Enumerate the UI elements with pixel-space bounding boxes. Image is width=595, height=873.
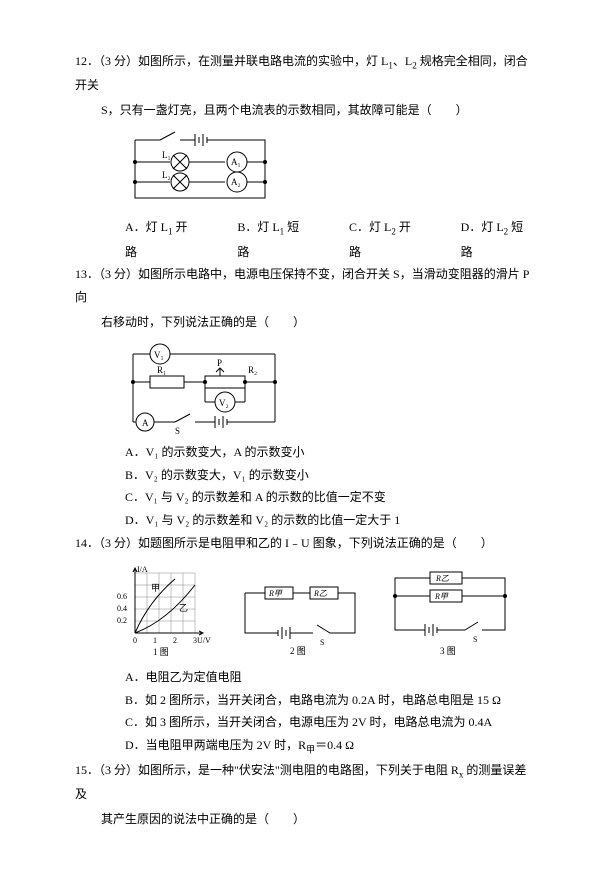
- q14-graph: 0.2 0.4 0.6 0 1 2 3 I/A U/V 甲 乙 1 图: [115, 563, 215, 658]
- svg-text:0: 0: [133, 636, 137, 645]
- q13-line2: 右移动时，下列说法正确的是（ ）: [75, 311, 535, 334]
- svg-text:R甲: R甲: [434, 592, 449, 601]
- svg-text:2 图: 2 图: [290, 646, 306, 656]
- q13-d-v2: V₂: [219, 398, 229, 408]
- q14-num: 14．: [75, 536, 99, 550]
- svg-text:R乙: R乙: [313, 589, 327, 598]
- q14-figures: 0.2 0.4 0.6 0 1 2 3 I/A U/V 甲 乙 1 图: [115, 563, 535, 658]
- q14-circuit3: R乙 R甲 S 3 图: [385, 568, 515, 658]
- q12-stem: 12．（3 分）如图所示，在测量并联电路电流的实验中，灯 L1、L2 规格完全相…: [75, 50, 535, 97]
- q12-pts: （3 分）: [99, 54, 138, 68]
- q15-line2: 其产生原因的说法中正确的是（ ）: [75, 808, 535, 831]
- svg-text:甲: 甲: [151, 583, 160, 593]
- q13-d-p: P: [217, 358, 222, 368]
- svg-text:I/A: I/A: [137, 565, 148, 574]
- svg-text:R甲: R甲: [268, 589, 283, 598]
- q13-optA: A．V₁ 的示数变大，A 的示数变小: [125, 441, 535, 464]
- q14-stem: 14．（3 分）如题图所示是电阻甲和乙的 I﹣U 图象，下列说法正确的是（ ）: [75, 532, 535, 555]
- q12-optB: B．灯 L1 短路: [237, 216, 311, 263]
- svg-text:0.4: 0.4: [117, 604, 127, 613]
- q14-optA: A．电阻乙为定值电阻: [125, 666, 535, 689]
- q13-stem: 13．（3 分）如图所示电路中，电源电压保持不变，闭合开关 S，当滑动变阻器的滑…: [75, 263, 535, 309]
- q13-d-v1: V₁: [154, 350, 164, 360]
- q13-options: A．V₁ 的示数变大，A 的示数变小 B．V₂ 的示数变大，V₁ 的示数变小 C…: [75, 441, 535, 532]
- q13-optD: D．V₁ 与 V₂ 的示数差和 V₂ 的示数的比值一定大于 1: [125, 509, 535, 532]
- q12-num: 12．: [75, 54, 99, 68]
- svg-text:3 图: 3 图: [440, 646, 456, 656]
- q12-text-a: 如图所示，在测量并联电路电流的实验中，灯 L: [138, 54, 388, 68]
- svg-text:R乙: R乙: [435, 574, 449, 583]
- svg-text:S: S: [320, 638, 324, 647]
- q12-options: A．灯 L1 开路 B．灯 L1 短路 C．灯 L2 开路 D．灯 L2 短路: [75, 216, 535, 263]
- q13-d-r1: R₁: [157, 365, 166, 375]
- q12-d-a1: A₁: [231, 157, 241, 167]
- q14-pts: （3 分）: [99, 536, 138, 550]
- q12-d-a2: A₂: [231, 177, 241, 187]
- q14-optC: C．如 3 图所示，当开关闭合，电源电压为 2V 时，电路总电流为 0.4A: [125, 711, 535, 734]
- svg-text:0.6: 0.6: [117, 592, 127, 601]
- q12-optA: A．灯 L1 开路: [125, 216, 199, 263]
- q12-diagram: L₁ L₂ A₁ A₂: [125, 128, 535, 210]
- q14-optB: B．如 2 图所示，当开关闭合，电路电流为 0.2A 时，电路总电阻是 15 Ω: [125, 689, 535, 712]
- svg-text:1 图: 1 图: [153, 647, 169, 657]
- q13-num: 13．: [75, 267, 99, 281]
- q13-diagram: V₁ V₂ R₁ R₂ P A S: [125, 340, 535, 435]
- q13-optC: C．V₁ 与 V₂ 的示数差和 A 的示数的比值一定不变: [125, 486, 535, 509]
- q12-line2: S，只有一盏灯亮，且两个电流表的示数相同，其故障可能是（ ）: [75, 99, 535, 122]
- q12-d-l1: L₁: [162, 150, 171, 160]
- q15-num: 15．: [75, 763, 99, 777]
- q13-optB: B．V₂ 的示数变大，V₁ 的示数变小: [125, 464, 535, 487]
- svg-text:2: 2: [173, 636, 177, 645]
- q14-text-a: 如题图所示是电阻甲和乙的 I﹣U 图象，下列说法正确的是（ ）: [138, 536, 493, 550]
- q14-options: A．电阻乙为定值电阻 B．如 2 图所示，当开关闭合，电路电流为 0.2A 时，…: [75, 666, 535, 759]
- svg-text:1: 1: [153, 636, 157, 645]
- q13-d-s: S: [175, 426, 180, 435]
- q13-pts: （3 分）: [99, 267, 138, 281]
- q14-optD: D．当电阻甲两端电压为 2V 时，R甲＝0.4 Ω: [125, 734, 535, 758]
- q15-stem: 15．（3 分）如图所示，是一种"伏安法"测电阻的电路图，下列关于电阻 Rx 的…: [75, 759, 535, 806]
- q15-pts: （3 分）: [99, 763, 138, 777]
- svg-text:乙: 乙: [179, 603, 188, 613]
- q12-optC: C．灯 L2 开路: [349, 216, 423, 263]
- q12-mid1: 、L: [393, 54, 412, 68]
- q14-circuit2: R甲 R乙 S 2 图: [235, 578, 365, 658]
- q13-text-a: 如图所示电路中，电源电压保持不变，闭合开关 S，当滑动变阻器的滑片 P 向: [75, 267, 529, 304]
- q12-d-l2: L₂: [162, 170, 171, 180]
- svg-text:0.2: 0.2: [117, 616, 127, 625]
- q13-d-r2: R₂: [248, 365, 257, 375]
- q13-d-a: A: [142, 418, 149, 428]
- svg-text:S: S: [473, 635, 477, 644]
- q15-text-a: 如图所示，是一种"伏安法"测电阻的电路图，下列关于电阻 R: [138, 763, 459, 777]
- svg-text:U/V: U/V: [197, 636, 211, 645]
- q12-optD: D．灯 L2 短路: [461, 216, 535, 263]
